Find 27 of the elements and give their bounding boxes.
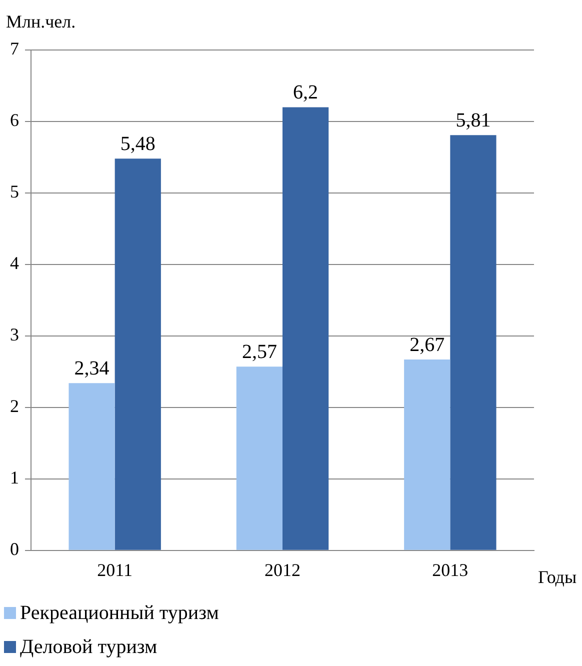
- bar: [404, 360, 450, 550]
- data-label: 2,67: [410, 334, 445, 356]
- x-tick-label: 2012: [264, 560, 300, 580]
- data-label: 2,57: [242, 340, 277, 363]
- y-axis-title: Млн.чел.: [6, 12, 76, 32]
- data-label: 5,48: [120, 132, 156, 155]
- legend-label: Деловой туризм: [20, 636, 158, 658]
- x-axis-title: Годы: [538, 567, 577, 588]
- x-tick-label: 2011: [97, 560, 133, 580]
- bar: [236, 366, 282, 550]
- bar: [114, 158, 161, 550]
- bar: [450, 135, 496, 550]
- y-tick-label: 4: [10, 253, 19, 274]
- y-tick-label: 6: [10, 110, 19, 130]
- bar: [68, 383, 115, 550]
- legend-label: Рекреационный туризм: [20, 602, 219, 624]
- data-label: 6,2: [293, 81, 318, 104]
- y-tick-label: 1: [10, 468, 19, 488]
- x-tick-label: 2013: [432, 560, 468, 580]
- bar: [282, 107, 329, 550]
- y-tick-label: 2: [10, 396, 19, 416]
- y-tick-label: 3: [10, 324, 19, 345]
- data-label: 5,81: [456, 109, 491, 132]
- y-tick-label: 0: [10, 539, 19, 560]
- y-tick-label: 5: [10, 182, 19, 202]
- y-tick-label: 7: [10, 38, 19, 59]
- data-label: 2,34: [74, 357, 110, 380]
